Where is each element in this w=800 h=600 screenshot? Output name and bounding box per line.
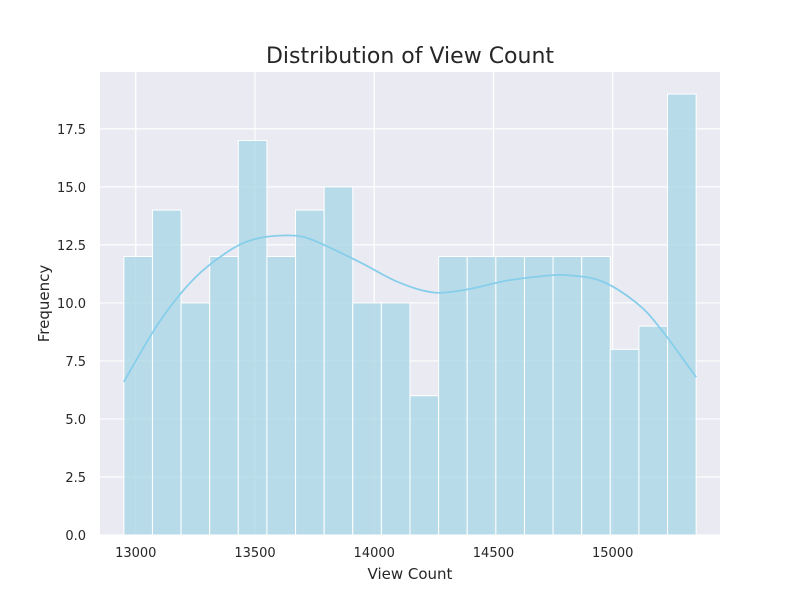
- histogram-bar: [466, 256, 497, 536]
- histogram-bar: [667, 93, 697, 536]
- y-tick-label: 12.5: [57, 239, 86, 254]
- histogram-bar: [180, 302, 211, 536]
- tick-labels: 13000 13500 14000 14500 15000 0.0 2.5 5.0 7.5 10.…: [57, 123, 633, 561]
- y-tick-label: 2.5: [65, 471, 86, 486]
- histogram-bar: [266, 256, 297, 536]
- y-axis-label: Frequency: [35, 265, 53, 343]
- histogram-bar: [638, 325, 669, 536]
- histogram-bar: [123, 256, 153, 536]
- histogram-bar: [295, 209, 325, 536]
- x-tick-label: 15000: [592, 546, 633, 561]
- y-tick-label: 10.0: [57, 297, 86, 312]
- y-tick-label: 15.0: [57, 181, 86, 196]
- x-tick-label: 14500: [473, 546, 514, 561]
- chart-title: Distribution of View Count: [266, 44, 554, 69]
- histogram-bar: [151, 209, 182, 536]
- y-tick-label: 0.0: [65, 529, 86, 544]
- x-axis-label: View Count: [368, 565, 453, 583]
- histogram-bar: [380, 302, 411, 536]
- histogram-bar: [323, 186, 354, 536]
- histogram-bar: [552, 256, 583, 536]
- x-tick-label: 13500: [234, 546, 275, 561]
- kde-curve: [123, 234, 697, 383]
- x-tick-label: 14000: [354, 546, 395, 561]
- x-tick-label: 13000: [115, 546, 156, 561]
- histogram-bar: [495, 256, 525, 536]
- histogram-bar: [581, 256, 611, 536]
- y-tick-label: 17.5: [57, 123, 86, 138]
- y-tick-label: 7.5: [65, 355, 86, 370]
- histogram-bar: [438, 256, 468, 536]
- histogram-bar: [409, 395, 440, 536]
- y-tick-label: 5.0: [65, 413, 86, 428]
- histogram-bar: [352, 302, 382, 536]
- histogram-bars: [123, 93, 697, 536]
- histogram-bar: [209, 256, 239, 536]
- histogram-bar: [609, 348, 640, 536]
- histogram-bar: [237, 139, 268, 536]
- histogram-bar: [523, 256, 554, 536]
